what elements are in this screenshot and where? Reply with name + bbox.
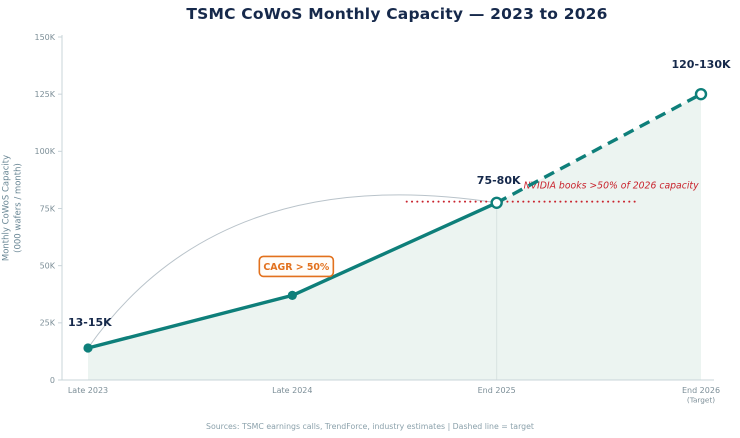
- y-tick-label: 75K: [40, 204, 56, 213]
- x-tick-label: End 2025: [478, 386, 516, 395]
- x-tick-label: Late 2023: [68, 386, 108, 395]
- x-tick-label: Late 2024: [272, 386, 312, 395]
- growth-arc: [87, 194, 497, 349]
- data-point-marker-2: [490, 196, 503, 209]
- data-point-marker-3: [694, 87, 708, 101]
- point-value-label: 13-15K: [68, 316, 112, 329]
- y-tick-label: 150K: [34, 33, 55, 42]
- nvidia-annotation: NVIDIA books >50% of 2026 capacity: [524, 181, 699, 192]
- y-axis-title-line1: Monthly CoWoS Capacity: [1, 154, 12, 262]
- cagr-badge-label: CAGR > 50%: [263, 262, 329, 273]
- y-tick-label: 100K: [34, 147, 55, 156]
- data-point-marker-0: [83, 343, 93, 353]
- y-tick-label: 25K: [40, 319, 56, 328]
- y-tick-label: 50K: [40, 261, 56, 270]
- y-axis-title-line2: (000 wafers / month): [14, 163, 24, 253]
- point-value-label: 120-130K: [671, 58, 730, 71]
- chart-title: TSMC CoWoS Monthly Capacity — 2023 to 20…: [186, 5, 608, 23]
- cagr-badge-box: [258, 255, 335, 278]
- y-tick-label: 0: [50, 376, 55, 385]
- area-fill: [88, 94, 701, 381]
- y-tick-label: 125K: [34, 90, 55, 99]
- point-value-label: 75-80K: [477, 174, 521, 187]
- capacity-line-dashed: [495, 92, 702, 205]
- x-tick-label: End 2026: [682, 386, 720, 395]
- x-tick-sublabel: (Target): [687, 396, 715, 405]
- y-axis-title: Monthly CoWoS Capacity (000 wafers / mon…: [1, 93, 26, 323]
- source-note: Sources: TSMC earnings calls, TrendForce…: [206, 422, 534, 431]
- data-point-marker-1: [287, 290, 297, 300]
